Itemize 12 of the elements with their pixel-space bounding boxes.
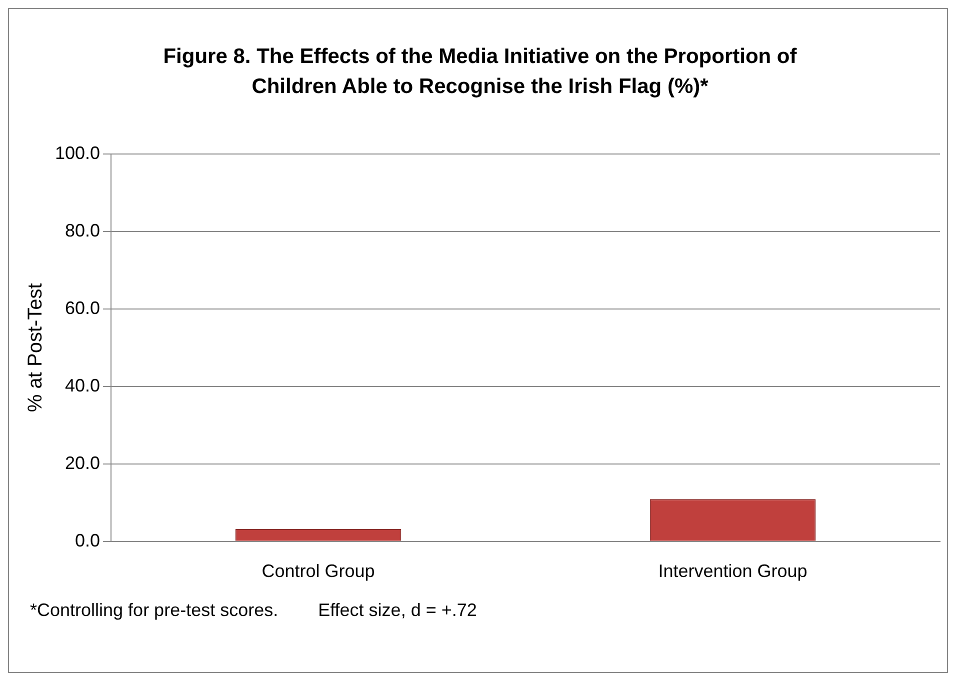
text: *Controlling for pre-test scores. (30, 600, 278, 620)
y-tick-label: 20.0 (64, 452, 100, 473)
y-tick-label: 0.0 (75, 530, 100, 550)
y-tick-label: 100.0 (54, 142, 100, 163)
x-tick-label: Control Group (262, 561, 375, 582)
y-tick-label: 80.0 (64, 220, 100, 240)
y-tick-label: 40.0 (64, 375, 100, 396)
y-axis-title: % at Post-Test (24, 282, 47, 412)
text: Effect size, d = +.72 (318, 600, 477, 620)
chart-title: Figure 8. The Effects of the Media Initiative on the Proportion of Children Able to Recognise the Irish Flag (%)* (162, 44, 798, 100)
y-tick-label: 60.0 (64, 298, 100, 318)
x-tick-label: Intervention Group (658, 561, 808, 582)
